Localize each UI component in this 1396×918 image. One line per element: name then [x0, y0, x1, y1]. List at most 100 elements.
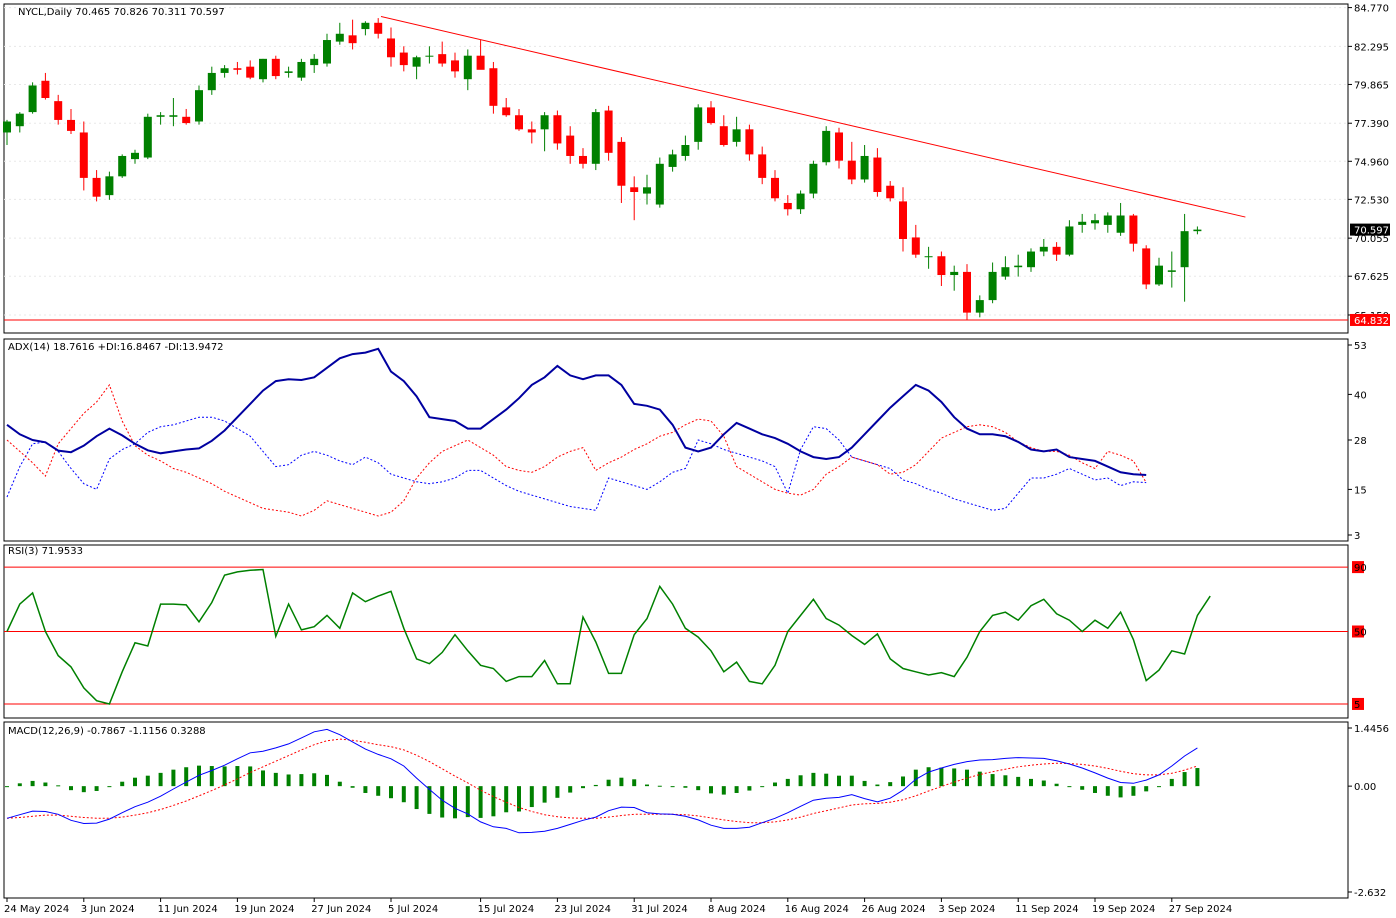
candle-body — [41, 80, 50, 98]
price-tick-label: 77.390 — [1354, 119, 1389, 130]
macd-histogram-bar — [696, 786, 701, 791]
date-tick-label: 27 Sep 2024 — [1169, 904, 1232, 915]
candle — [1103, 212, 1112, 233]
candle — [502, 98, 511, 117]
candle-body — [847, 160, 856, 180]
candle-body — [911, 237, 920, 255]
candle-body — [143, 116, 152, 158]
candle-body — [233, 68, 242, 70]
candle-body — [937, 256, 946, 276]
macd-histogram-bar — [811, 772, 816, 787]
candle-body — [1052, 246, 1061, 255]
macd-histogram-bar — [197, 765, 201, 787]
candles — [3, 18, 1202, 321]
candle-body — [67, 119, 75, 131]
macd-histogram-bar — [363, 786, 368, 793]
candle-body — [515, 115, 523, 130]
candle — [655, 157, 664, 208]
candle — [745, 124, 754, 161]
candle — [182, 108, 191, 125]
candle-body — [259, 58, 267, 80]
candle-body — [28, 85, 37, 113]
price-axis-ticks: 84.770 82.295 79.865 77.390 74.960 72.530 70.0… — [4, 4, 1389, 322]
macd-histogram-bar — [645, 784, 649, 787]
macd-histogram-bar — [1080, 786, 1085, 790]
macd-histogram-bar — [261, 770, 265, 787]
macd-histogram-bar — [171, 769, 176, 787]
candle-body — [1155, 265, 1163, 285]
candle-body — [732, 129, 741, 142]
macd-histogram-bar — [478, 786, 483, 818]
candle-body — [694, 107, 703, 142]
macd-histogram-bar — [133, 777, 137, 787]
candle — [963, 264, 971, 321]
macd-histogram-bar — [222, 766, 227, 787]
macd-histogram-bar — [683, 786, 688, 788]
candle — [169, 98, 178, 127]
rsi-header: RSI(3) 71.9533 — [8, 546, 83, 557]
macd-histogram-bar — [952, 768, 957, 787]
price-tick-label: 70.055 — [1354, 234, 1389, 245]
adx-tick-label: 53 — [1354, 341, 1367, 352]
candle-body — [310, 58, 319, 66]
macd-histogram-bar — [657, 785, 662, 787]
candle-body — [92, 177, 101, 197]
candle-body — [361, 22, 370, 30]
rsi-tick-label: 50 — [1354, 628, 1367, 639]
candle — [1116, 202, 1125, 236]
macd-histogram-bar — [43, 782, 48, 787]
macd-histogram-bar — [888, 782, 893, 787]
price-header: NYCL,Daily 70.465 70.826 70.311 70.597 — [18, 7, 225, 18]
candle-body — [758, 154, 767, 178]
macd-tick-label: -2.632 — [1354, 888, 1386, 899]
candle — [732, 116, 741, 147]
macd-histogram-bar — [593, 784, 598, 787]
candle — [131, 149, 139, 164]
macd-histogram-bar — [350, 786, 355, 788]
candle-body — [809, 163, 818, 194]
macd-histogram-bar — [837, 775, 841, 787]
macd-histogram-bar — [875, 784, 880, 787]
candle — [860, 145, 869, 183]
candle-body — [668, 154, 677, 167]
candle — [233, 61, 242, 75]
candle — [220, 65, 229, 78]
candle-body — [438, 54, 447, 64]
macd-histogram-bar — [721, 786, 726, 795]
adx-tick-label: 28 — [1354, 436, 1367, 447]
candle — [259, 58, 267, 83]
macd-histogram-bar — [465, 786, 470, 818]
candle — [1052, 242, 1061, 261]
candle — [579, 148, 587, 169]
candle — [348, 19, 357, 50]
candle — [1039, 239, 1048, 257]
macd-histogram-bar — [273, 772, 278, 787]
candle — [899, 187, 907, 252]
macd-tick-label: 0.00 — [1354, 782, 1376, 793]
candle — [1180, 213, 1189, 302]
date-tick-label: 19 Sep 2024 — [1092, 904, 1155, 915]
candle-body — [105, 176, 114, 196]
macd-histogram-bar — [145, 775, 150, 787]
rsi-level-tag — [1352, 625, 1364, 638]
macd-histogram-bar — [401, 786, 406, 803]
candle — [195, 85, 203, 125]
date-tick-label: 27 Jun 2024 — [311, 904, 371, 915]
macd-histogram-bar — [414, 786, 419, 810]
date-tick-label: 15 Jul 2024 — [478, 904, 535, 915]
candle — [796, 190, 805, 214]
macd-histogram-bar — [529, 786, 534, 808]
macd-histogram-bar — [312, 773, 317, 787]
candle — [156, 112, 165, 125]
macd-histogram-bar — [81, 786, 86, 793]
macd-histogram-bar — [709, 786, 713, 794]
candle — [284, 66, 293, 78]
candle — [1001, 256, 1010, 280]
macd-histogram-bar — [427, 786, 432, 814]
macd-histogram-bar — [235, 766, 240, 787]
candle-body — [195, 90, 203, 122]
rsi-line — [6, 568, 1211, 705]
candle — [118, 154, 127, 178]
adx-header: ADX(14) 18.7616 +DI:16.8467 -DI:13.9472 — [8, 342, 224, 353]
macd-pane-frame — [3, 721, 1349, 899]
